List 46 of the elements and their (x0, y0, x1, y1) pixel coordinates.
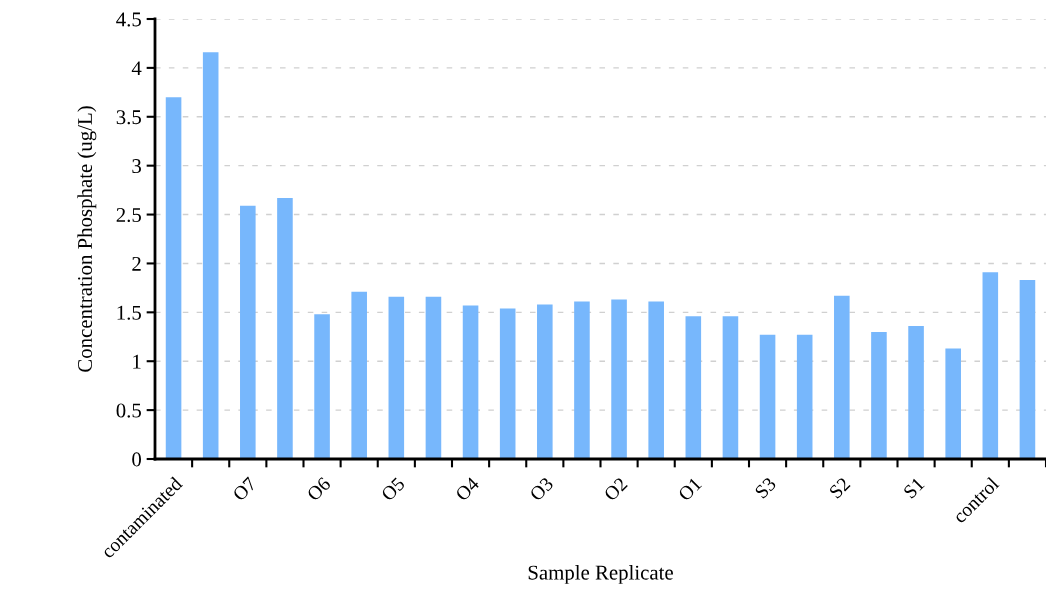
y-axis-title: Concentration Phosphate (ug/L) (77, 106, 97, 372)
bar (425, 296, 442, 459)
bar (388, 296, 405, 459)
bar (462, 305, 479, 459)
bar (611, 299, 627, 459)
y-tick-label: 1.5 (117, 305, 141, 320)
x-tick-label: S1 (902, 476, 925, 499)
x-tick-label: O4 (454, 476, 481, 502)
y-tick-label: 0 (132, 452, 142, 467)
bar (796, 334, 813, 459)
x-axis-title: Sample Replicate (528, 564, 673, 584)
bar (685, 316, 702, 459)
x-tick-label: O7 (232, 476, 258, 502)
bar (537, 304, 553, 459)
bar (982, 272, 999, 459)
y-tick-label: 4 (131, 61, 142, 76)
bar (722, 316, 739, 459)
bar (574, 301, 590, 459)
bar (1019, 280, 1036, 459)
bar (871, 331, 887, 459)
bar (908, 326, 924, 459)
y-tick-label: 3.5 (116, 110, 141, 125)
bar (314, 314, 330, 459)
bar (165, 97, 182, 459)
bar (499, 308, 516, 459)
bar (759, 334, 776, 459)
bar (834, 295, 850, 459)
y-tick-label: 3 (132, 159, 141, 174)
bar (351, 291, 367, 459)
bar (945, 348, 961, 459)
x-tick-label: O5 (380, 476, 406, 502)
y-tick-label: 4.5 (116, 12, 141, 27)
x-tick-label: O6 (306, 476, 332, 502)
x-tick-label: O1 (677, 476, 703, 502)
bar (202, 52, 219, 459)
bar (277, 197, 293, 459)
y-tick-label: 2.5 (116, 207, 141, 223)
x-tick-label: S3 (754, 476, 777, 499)
x-tick-label: O2 (603, 476, 628, 502)
bar (240, 205, 256, 459)
x-tick-label: O3 (529, 476, 554, 502)
y-tick-label: 1 (133, 354, 141, 369)
x-tick-label: S2 (828, 476, 851, 499)
bar (648, 301, 664, 459)
y-tick-label: 2 (132, 256, 141, 271)
y-tick-label: 0.5 (116, 403, 141, 418)
